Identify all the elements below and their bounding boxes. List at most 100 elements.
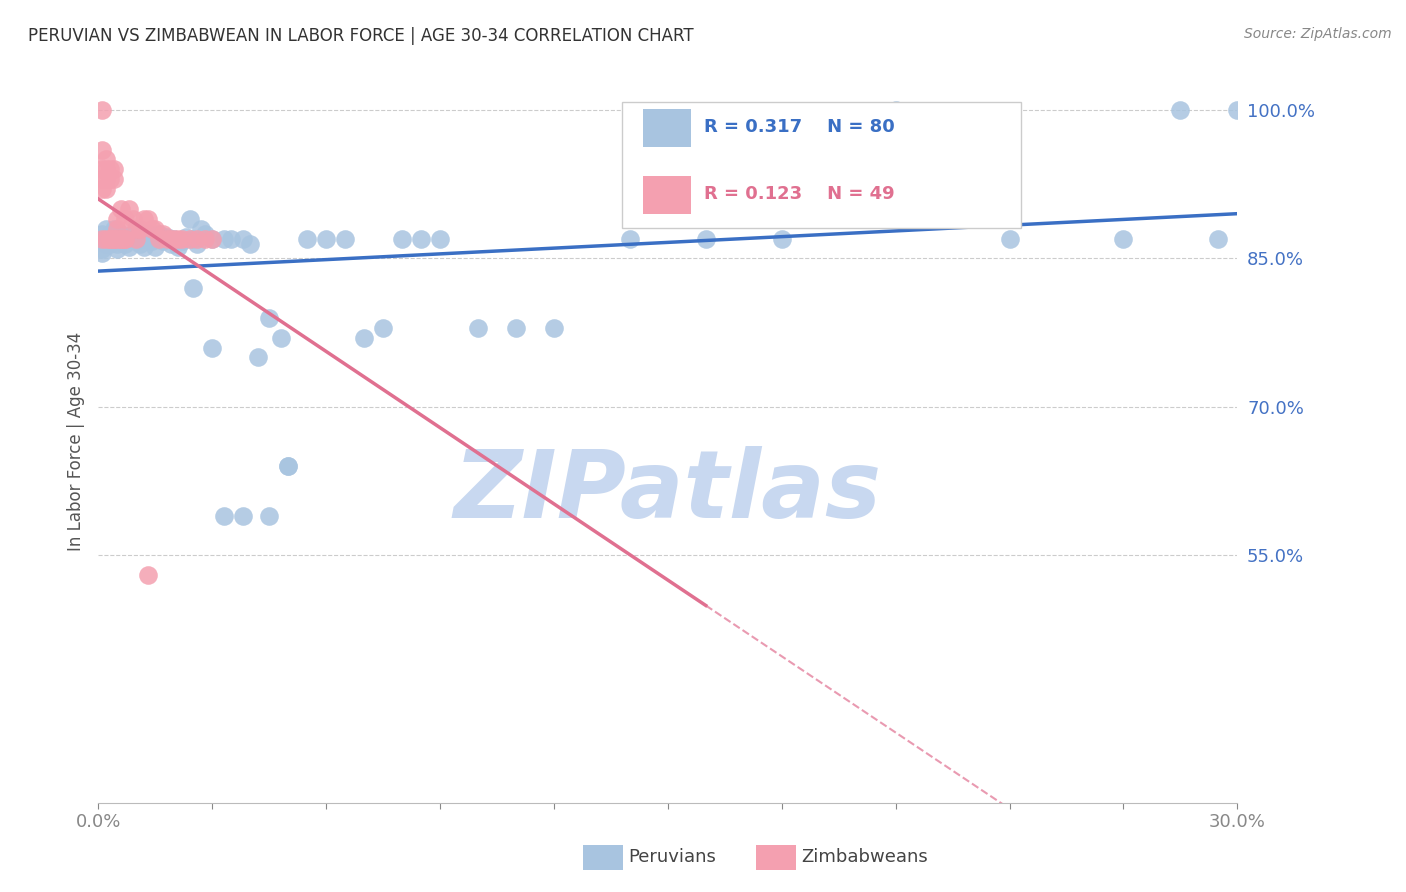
Point xyxy=(118,232,141,246)
Point xyxy=(121,211,143,226)
Point xyxy=(246,351,269,365)
Point xyxy=(411,232,433,246)
Point xyxy=(221,232,243,246)
Point xyxy=(114,229,136,244)
Point xyxy=(259,310,281,325)
Point xyxy=(129,236,152,251)
Point xyxy=(91,227,114,241)
Point xyxy=(145,221,167,235)
Point xyxy=(94,182,117,196)
FancyBboxPatch shape xyxy=(643,177,690,214)
Y-axis label: In Labor Force | Age 30-34: In Labor Force | Age 30-34 xyxy=(66,332,84,551)
Point xyxy=(98,236,121,251)
Point xyxy=(91,143,114,157)
Point xyxy=(212,232,235,246)
Point xyxy=(156,232,179,246)
Point xyxy=(186,232,208,246)
Point xyxy=(132,239,155,253)
Point xyxy=(110,227,132,241)
Point xyxy=(98,232,121,246)
Point xyxy=(91,182,114,196)
FancyBboxPatch shape xyxy=(623,102,1021,228)
Point xyxy=(132,211,155,226)
Point xyxy=(91,172,114,186)
Point xyxy=(110,232,132,246)
Point xyxy=(145,232,167,246)
Point xyxy=(183,232,205,246)
Point xyxy=(239,236,262,251)
Point xyxy=(103,232,125,246)
Point xyxy=(391,232,413,246)
Point xyxy=(91,103,114,117)
Point xyxy=(114,232,136,246)
Point xyxy=(132,232,155,246)
Point xyxy=(94,232,117,246)
Point xyxy=(167,239,190,253)
Point xyxy=(114,211,136,226)
Point xyxy=(201,341,224,355)
Point xyxy=(103,162,125,177)
Point xyxy=(1112,232,1135,246)
Point xyxy=(141,234,163,248)
Point xyxy=(136,227,159,241)
Point xyxy=(194,232,217,246)
Point xyxy=(201,232,224,246)
Point xyxy=(125,221,148,235)
Point xyxy=(110,234,132,248)
Point xyxy=(159,232,181,246)
Point xyxy=(114,232,136,246)
Point xyxy=(125,221,148,235)
Point xyxy=(98,232,121,246)
Text: ZIPatlas: ZIPatlas xyxy=(454,446,882,538)
Point xyxy=(91,246,114,260)
Point xyxy=(353,330,375,344)
Point xyxy=(1208,232,1230,246)
Point xyxy=(94,153,117,167)
Point xyxy=(259,508,281,523)
Point xyxy=(107,232,129,246)
Point xyxy=(1170,103,1192,117)
Point xyxy=(277,459,299,474)
Point xyxy=(98,162,121,177)
Point xyxy=(179,211,201,226)
Point xyxy=(884,103,907,117)
Point xyxy=(270,330,292,344)
Text: Peruvians: Peruvians xyxy=(628,848,716,866)
Point xyxy=(152,227,174,241)
Point xyxy=(179,232,201,246)
Point xyxy=(136,211,159,226)
Point xyxy=(94,236,117,251)
Point xyxy=(315,232,337,246)
Point xyxy=(98,227,121,241)
Point xyxy=(167,232,190,246)
Point xyxy=(163,232,186,246)
Point xyxy=(170,234,193,248)
Point xyxy=(505,320,527,334)
Point xyxy=(371,320,394,334)
Point xyxy=(118,202,141,216)
Point xyxy=(998,232,1021,246)
Point xyxy=(98,232,121,246)
Point xyxy=(543,320,565,334)
Point xyxy=(94,162,117,177)
Point xyxy=(94,232,117,246)
Point xyxy=(118,239,141,253)
Point xyxy=(107,236,129,251)
Point xyxy=(174,229,197,244)
Point xyxy=(770,232,793,246)
Point xyxy=(103,221,125,235)
Point xyxy=(107,211,129,226)
Point xyxy=(107,242,129,256)
Point xyxy=(194,227,217,241)
Point xyxy=(103,227,125,241)
Text: R = 0.317    N = 80: R = 0.317 N = 80 xyxy=(704,119,896,136)
Text: R = 0.123    N = 49: R = 0.123 N = 49 xyxy=(704,186,894,203)
Point xyxy=(103,172,125,186)
Point xyxy=(125,232,148,246)
Point xyxy=(232,508,254,523)
Point xyxy=(183,281,205,295)
Point xyxy=(145,239,167,253)
Point xyxy=(335,232,357,246)
Point xyxy=(186,236,208,251)
Text: Source: ZipAtlas.com: Source: ZipAtlas.com xyxy=(1244,27,1392,41)
